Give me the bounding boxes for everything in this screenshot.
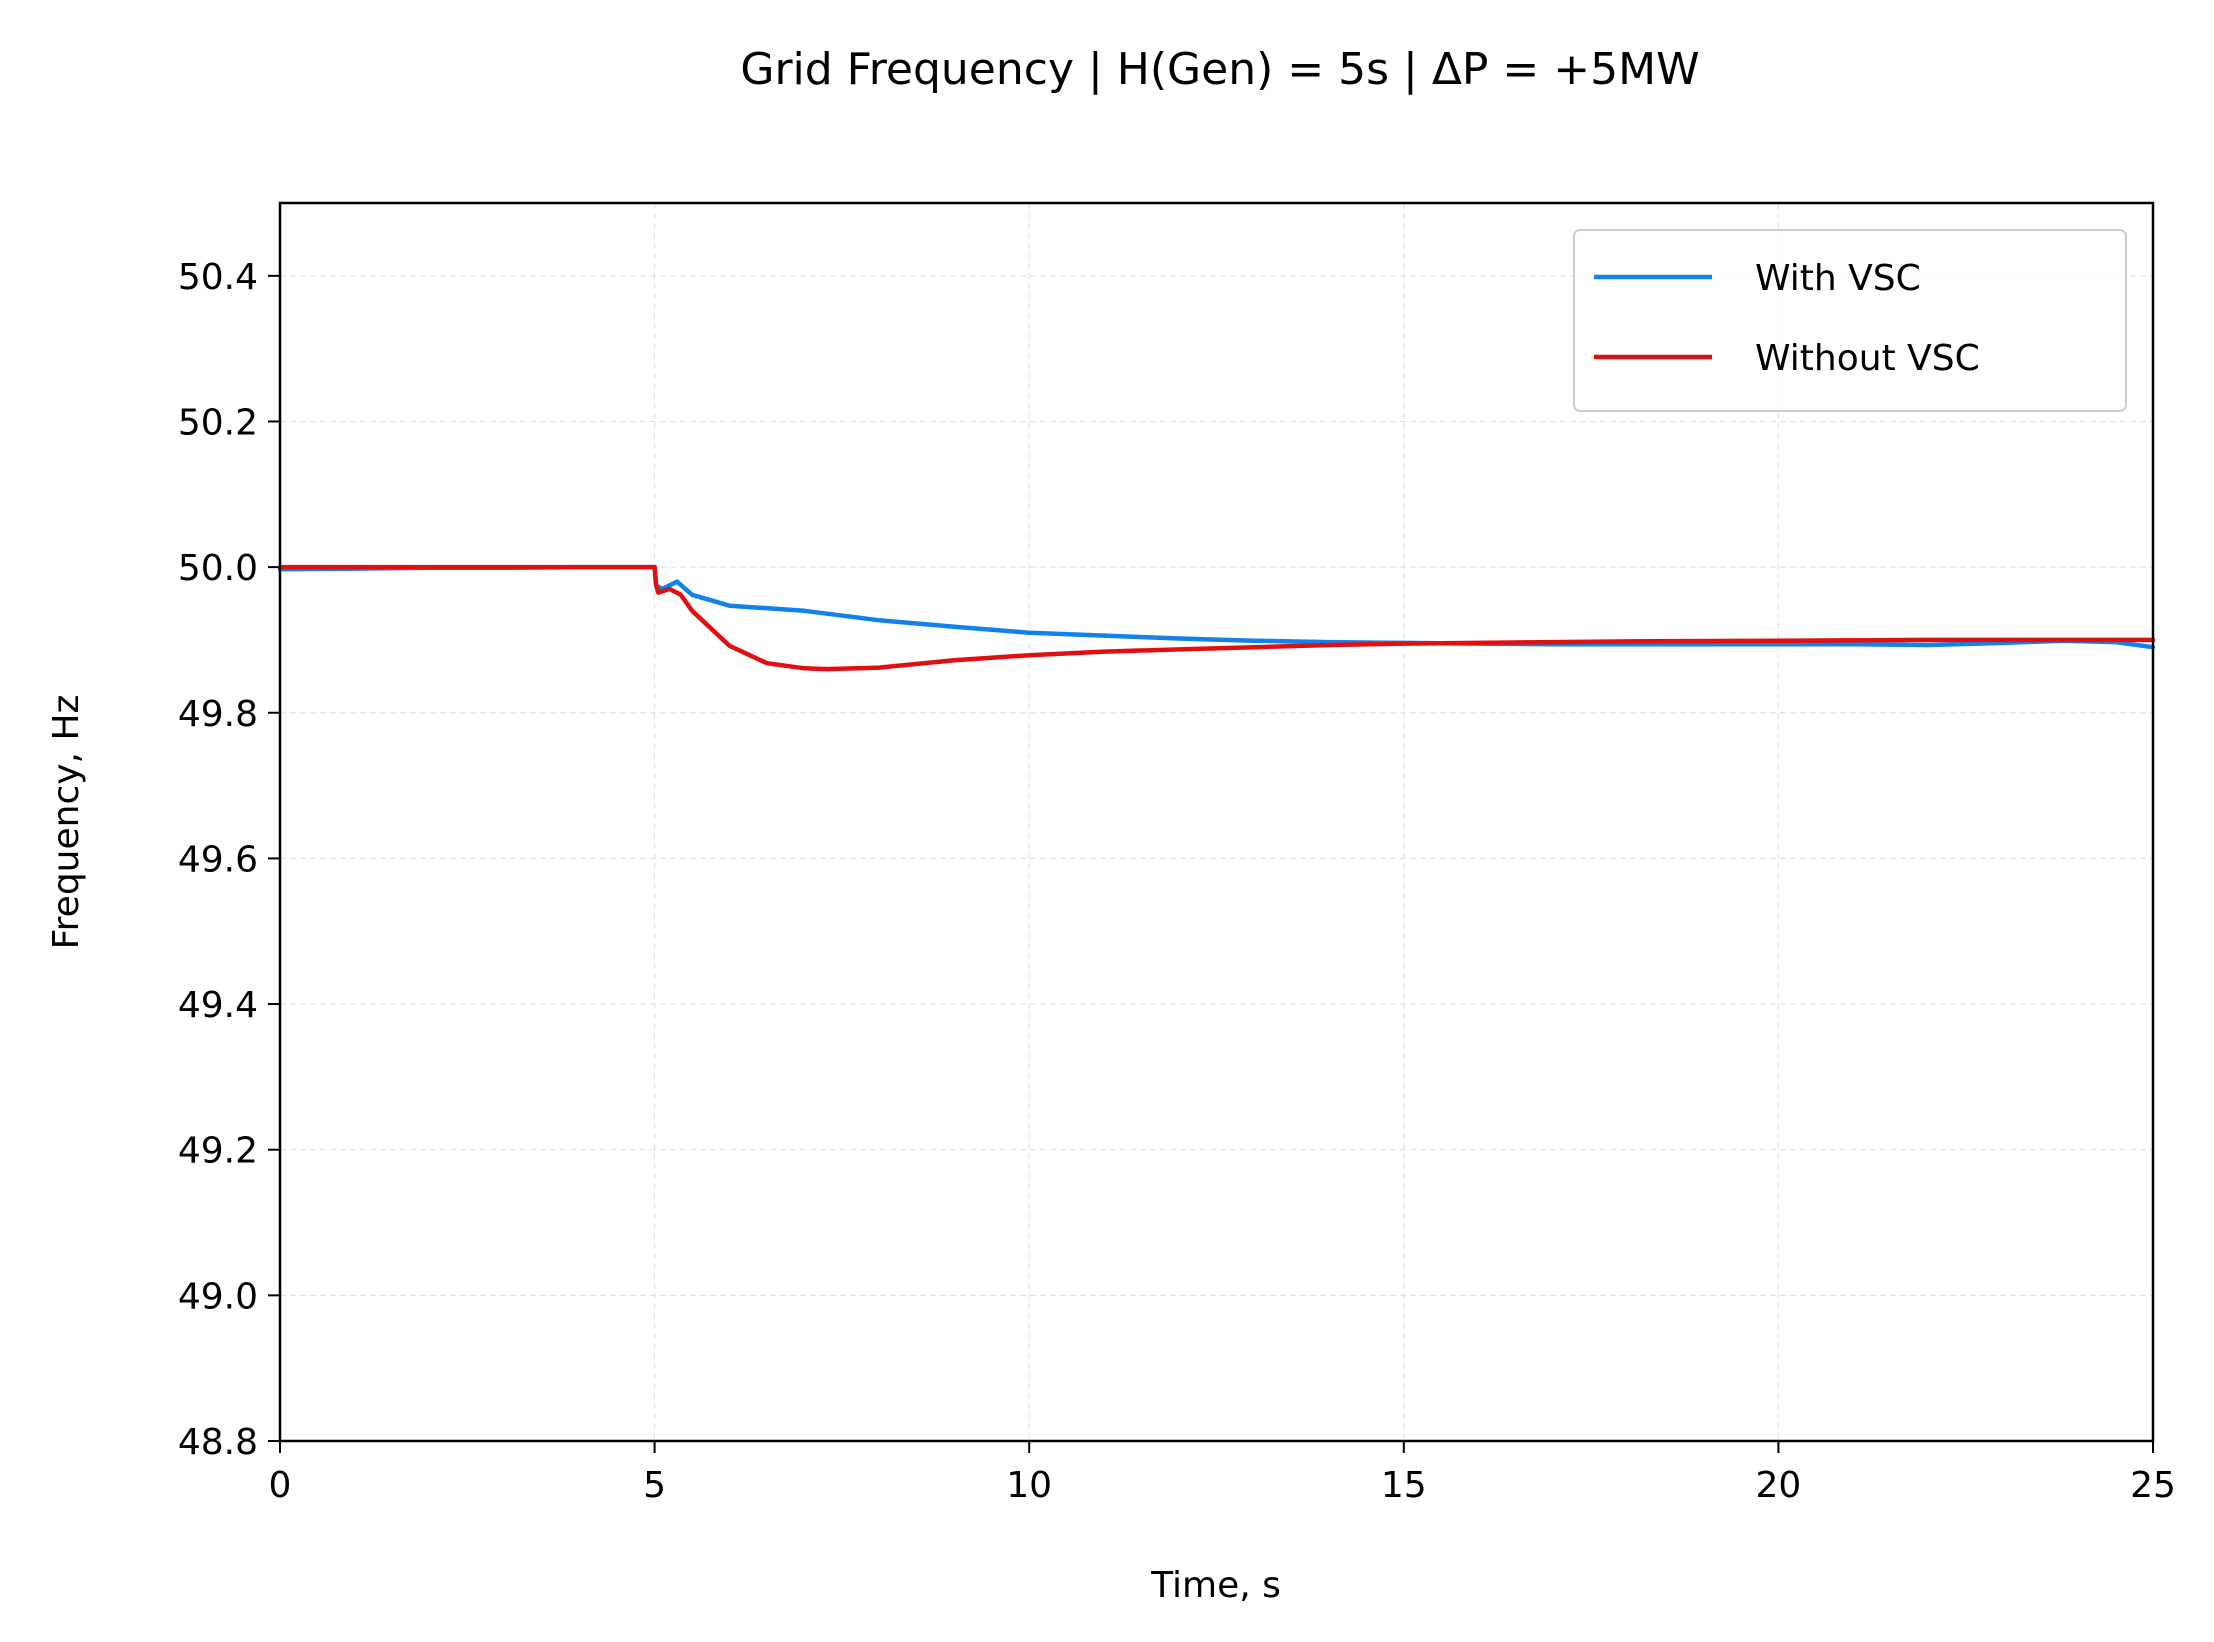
legend: With VSC Without VSC xyxy=(1573,229,2127,412)
y-tick-label: 50.2 xyxy=(178,402,258,443)
chart-title: Grid Frequency | H(Gen) = 5s | ΔP = +5MW xyxy=(740,44,1699,95)
x-tick-label: 15 xyxy=(1381,1465,1427,1506)
y-tick-label: 49.2 xyxy=(178,1131,258,1172)
y-tick-label: 49.8 xyxy=(178,694,258,735)
plot-frame xyxy=(278,201,2155,1443)
y-tick-label: 50.4 xyxy=(178,257,258,298)
axis-ticks: 0 5 10 15 20 25 48.8 49.0 49.2 49.4 49.6 49.8 50.0 50… xyxy=(178,257,2176,1506)
y-tick-label: 49.6 xyxy=(178,839,258,880)
y-tick-label: 48.8 xyxy=(178,1422,258,1463)
y-axis-label: Frequency, Hz xyxy=(46,695,87,950)
legend-label-with-vsc: With VSC xyxy=(1755,258,1921,299)
x-tick-label: 25 xyxy=(2130,1465,2176,1506)
x-tick-label: 20 xyxy=(1755,1465,1801,1506)
x-axis-label: Time, s xyxy=(1150,1565,1281,1606)
x-tick-label: 10 xyxy=(1006,1465,1052,1506)
plot-area xyxy=(277,564,2156,672)
series-line-without-vsc xyxy=(277,564,2156,672)
legend-label-without-vsc: Without VSC xyxy=(1755,338,1980,379)
x-tick-label: 0 xyxy=(269,1465,292,1506)
y-tick-label: 49.0 xyxy=(178,1276,258,1317)
y-tick-label: 49.4 xyxy=(178,985,258,1026)
y-tick-label: 50.0 xyxy=(178,548,258,589)
x-tick-label: 5 xyxy=(643,1465,666,1506)
